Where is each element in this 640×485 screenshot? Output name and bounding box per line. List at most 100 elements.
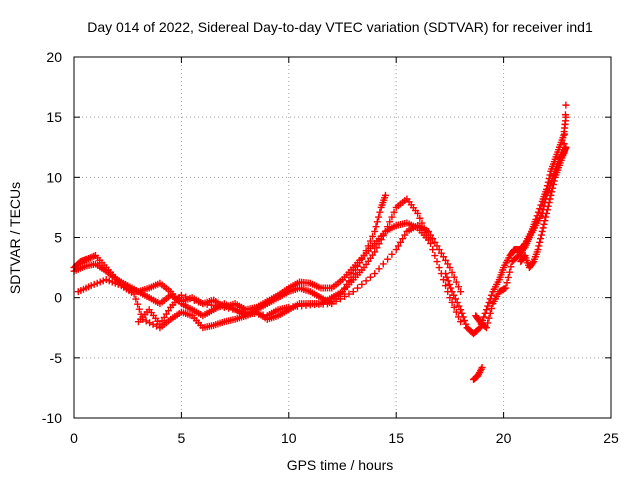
data-point [229,305,237,313]
x-tick-label: 15 [388,430,404,446]
data-point [349,270,357,278]
data-point [429,235,437,243]
data-point [379,232,387,240]
data-point [431,252,439,260]
data-point [384,223,392,231]
data-point [484,319,492,327]
data-point [379,260,387,268]
data-point [488,304,496,312]
data-point [486,309,494,317]
data-point [371,227,379,235]
data-point [358,280,366,288]
data-point [453,298,461,306]
series-track-d [134,221,465,328]
series-track-c [74,195,465,332]
data-point [199,300,207,308]
data-point [388,250,396,258]
data-point [375,213,383,221]
data-point [186,295,194,303]
data-point [345,290,353,298]
data-point [448,288,456,296]
data-point [561,120,569,128]
data-point [535,242,543,250]
y-tick-label: 5 [54,230,62,246]
data-point [132,295,140,303]
data-point [246,309,254,317]
data-point [442,282,450,290]
data-point [386,218,394,226]
data-point [541,217,549,225]
data-point [484,302,492,310]
data-point [445,280,453,288]
y-tick-label: 15 [46,109,62,125]
data-point [488,291,496,299]
data-point [392,246,400,254]
data-point [444,277,452,285]
data-point [259,311,267,319]
data-point [390,208,398,216]
data-point [216,303,224,311]
data-point [376,208,384,216]
data-point [451,295,459,303]
data-point [503,279,511,287]
y-tick-label: 10 [46,169,62,185]
data-point [349,288,357,296]
data-point [529,259,537,267]
data-point [332,297,340,305]
y-tick-label: -5 [50,350,63,366]
data-point [381,227,389,235]
data-point [362,277,370,285]
data-point [444,260,452,268]
data-point [562,101,570,109]
data-point [195,298,203,306]
y-tick-label: 0 [54,290,62,306]
data-point [506,268,514,276]
data-point [238,307,246,315]
data-point [429,246,437,254]
data-point [457,288,465,296]
data-point [537,235,545,243]
data-point [433,258,441,266]
data-point [203,300,211,308]
data-point [480,313,488,321]
data-point [375,265,383,273]
data-point [130,290,138,298]
x-tick-label: 20 [496,430,512,446]
data-point [457,318,465,326]
data-point [450,273,458,281]
data-point [482,324,490,332]
data-point [371,248,379,256]
data-point [399,235,407,243]
data-point [538,227,546,235]
data-point [485,314,493,322]
data-point [372,223,380,231]
data-point [548,188,556,196]
data-point [546,171,554,179]
data-point [177,291,185,299]
data-point [190,296,198,304]
data-point [561,130,569,138]
data-point [431,238,439,246]
axis-ticks: 0 5 10 15 20 25 -10 -5 0 5 10 15 20 [42,49,619,446]
data-point [437,249,445,257]
data-point [135,305,143,313]
data-point [549,184,557,192]
series-track-f [472,101,570,332]
data-point [458,309,466,317]
data-point [414,209,422,217]
data-point [448,268,456,276]
data-point [255,310,263,318]
data-point [476,324,484,332]
data-point [543,206,551,214]
data-point [502,284,510,292]
data-point [485,298,493,306]
data-point [504,273,512,281]
data-point [461,317,469,325]
data-point [366,273,374,281]
x-tick-label: 0 [70,430,78,446]
data-point [542,213,550,221]
data-point [550,177,558,185]
data-point [482,306,490,314]
